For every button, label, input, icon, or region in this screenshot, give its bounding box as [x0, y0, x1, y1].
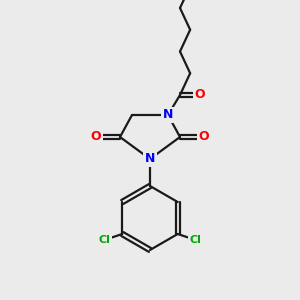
Text: N: N — [145, 152, 155, 166]
Text: Cl: Cl — [190, 235, 202, 245]
Text: O: O — [91, 130, 101, 143]
Text: O: O — [195, 88, 205, 101]
Text: N: N — [163, 109, 173, 122]
Text: O: O — [199, 130, 209, 143]
Text: Cl: Cl — [98, 235, 110, 245]
